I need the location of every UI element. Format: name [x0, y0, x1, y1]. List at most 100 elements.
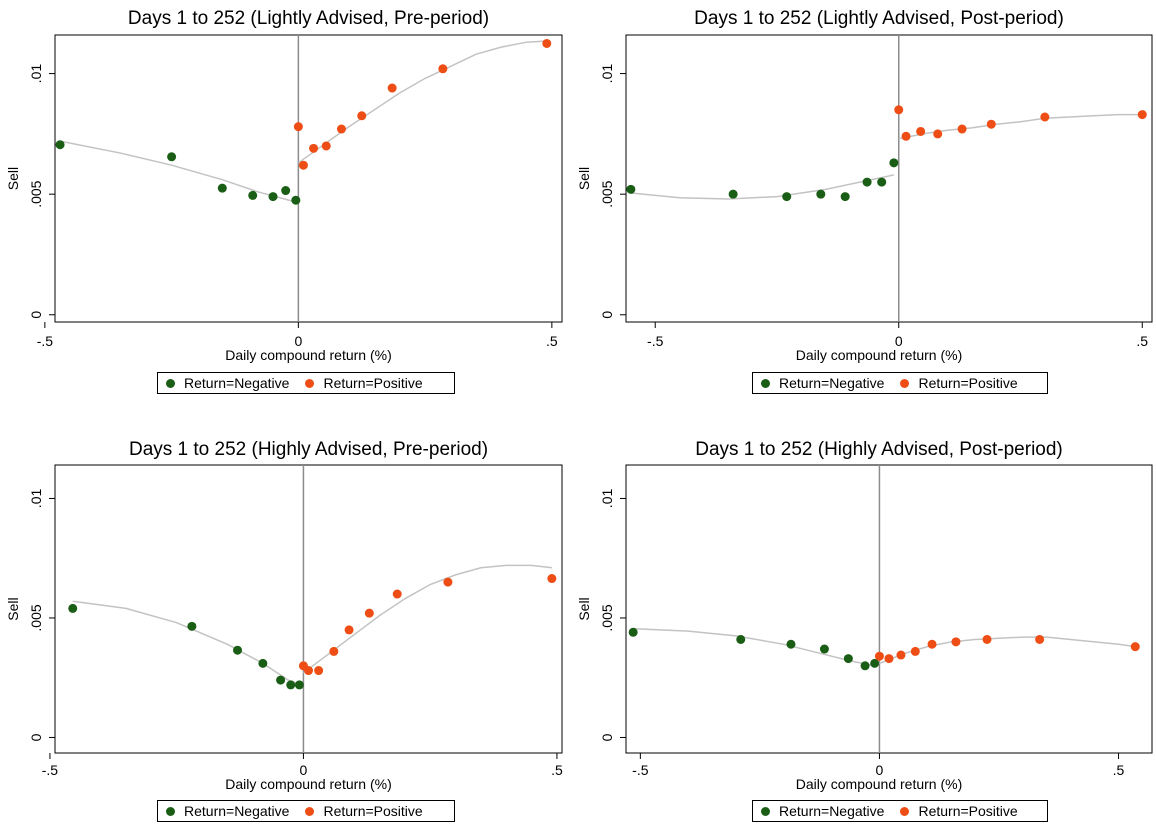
point-negative	[877, 177, 887, 187]
legend-positive: Return=Positive	[305, 375, 423, 391]
point-negative	[167, 152, 177, 162]
x-tick-label: 0	[895, 333, 903, 349]
point-positive	[336, 124, 346, 134]
point-positive	[986, 119, 996, 129]
y-tick-label: .005	[599, 604, 615, 631]
chart-panel-3: Days 1 to 252 (Highly Advised, Pre-perio…	[0, 412, 578, 824]
legend-negative-marker	[166, 806, 175, 816]
x-axis-label: Daily compound return (%)	[796, 347, 963, 363]
chart-1-legend: Return=Negative Return=Positive	[157, 372, 455, 394]
point-negative	[628, 627, 638, 637]
point-positive	[542, 38, 552, 48]
point-negative	[55, 140, 65, 150]
point-negative	[187, 621, 197, 631]
chart-panel-1: Days 1 to 252 (Lightly Advised, Pre-peri…	[0, 0, 578, 412]
point-positive	[1040, 112, 1050, 122]
point-positive	[901, 131, 911, 141]
point-positive	[874, 651, 884, 661]
x-tick-label: -.5	[42, 762, 59, 778]
chart-title: Days 1 to 252 (Highly Advised, Post-peri…	[695, 439, 1063, 460]
chart-4-legend: Return=Negative Return=Positive	[752, 800, 1048, 822]
fit-line-positive	[302, 564, 552, 674]
legend-negative: Return=Negative	[166, 803, 289, 819]
point-positive	[309, 143, 319, 153]
fit-line-positive	[879, 636, 1136, 665]
point-negative	[291, 195, 301, 205]
y-tick-label: 0	[599, 311, 615, 319]
y-tick-label: 0	[599, 733, 615, 741]
legend-negative: Return=Negative	[761, 375, 884, 391]
legend-positive-marker	[305, 806, 315, 816]
point-positive	[392, 589, 402, 599]
y-tick-label: .01	[599, 489, 615, 509]
point-negative	[843, 654, 853, 664]
point-positive	[547, 574, 557, 584]
chart-4-svg: Days 1 to 252 (Highly Advised, Post-peri…	[578, 439, 1153, 792]
chart-title: Days 1 to 252 (Highly Advised, Pre-perio…	[129, 439, 488, 460]
point-positive	[304, 666, 313, 676]
fit-line-negative	[630, 174, 895, 200]
x-axis-label: Daily compound return (%)	[796, 776, 963, 792]
y-tick-label: .01	[28, 489, 44, 509]
point-positive	[298, 160, 308, 170]
legend-positive-label: Return=Positive	[323, 803, 423, 819]
x-tick-label: -.5	[37, 333, 54, 349]
point-negative	[248, 190, 258, 200]
legend-positive: Return=Positive	[900, 803, 1018, 819]
chart-2-svg: Days 1 to 252 (Lightly Advised, Post-per…	[578, 8, 1153, 363]
point-negative	[217, 183, 227, 193]
x-tick-label: -.5	[632, 762, 649, 778]
y-tick-label: .01	[28, 64, 44, 84]
point-negative	[889, 158, 899, 168]
fit-line-negative	[59, 140, 294, 203]
legend-positive: Return=Positive	[900, 375, 1018, 391]
chart-title: Days 1 to 252 (Lightly Advised, Post-per…	[694, 8, 1064, 29]
chart-panel-2: Days 1 to 252 (Lightly Advised, Post-per…	[578, 0, 1156, 412]
legend-positive-label: Return=Positive	[918, 375, 1018, 391]
point-negative	[233, 645, 243, 655]
point-negative	[626, 184, 636, 194]
point-positive	[933, 129, 943, 139]
legend-negative-marker	[166, 378, 175, 388]
y-axis-label: Sell	[578, 597, 592, 620]
point-positive	[293, 122, 303, 132]
chart-3-svg: Days 1 to 252 (Highly Advised, Pre-perio…	[5, 439, 563, 792]
x-axis-label: Daily compound return (%)	[225, 347, 392, 363]
point-negative	[281, 186, 291, 196]
point-negative	[268, 192, 278, 202]
plot-frame	[625, 34, 1153, 323]
point-positive	[1137, 110, 1147, 120]
legend-positive-label: Return=Positive	[323, 375, 423, 391]
legend-negative: Return=Negative	[166, 375, 289, 391]
point-positive	[314, 666, 324, 676]
legend-positive-label: Return=Positive	[918, 803, 1018, 819]
point-negative	[68, 603, 78, 613]
fit-line-negative	[633, 627, 875, 667]
y-axis-label: Sell	[578, 167, 592, 190]
point-positive	[364, 608, 374, 618]
fit-line-positive	[297, 40, 547, 164]
chart-panel-4: Days 1 to 252 (Highly Advised, Post-peri…	[578, 412, 1156, 824]
plot-frame	[54, 34, 563, 323]
point-negative	[728, 189, 738, 199]
point-negative	[860, 661, 870, 671]
legend-negative-label: Return=Negative	[184, 803, 290, 819]
point-negative	[819, 644, 829, 654]
point-negative	[870, 658, 880, 668]
point-positive	[957, 124, 967, 134]
fit-line-negative	[72, 600, 302, 686]
legend-negative-marker	[761, 806, 770, 816]
y-tick-label: 0	[28, 311, 44, 319]
point-negative	[294, 680, 304, 690]
point-positive	[894, 105, 904, 115]
x-tick-label: 0	[294, 333, 302, 349]
point-positive	[1130, 642, 1140, 652]
point-positive	[344, 625, 354, 635]
point-negative	[786, 639, 796, 649]
point-negative	[736, 634, 746, 644]
legend-negative: Return=Negative	[761, 803, 884, 819]
point-negative	[840, 192, 850, 202]
point-positive	[982, 634, 992, 644]
chart-1-svg: Days 1 to 252 (Lightly Advised, Pre-peri…	[5, 8, 563, 363]
y-axis-label: Sell	[5, 167, 21, 190]
